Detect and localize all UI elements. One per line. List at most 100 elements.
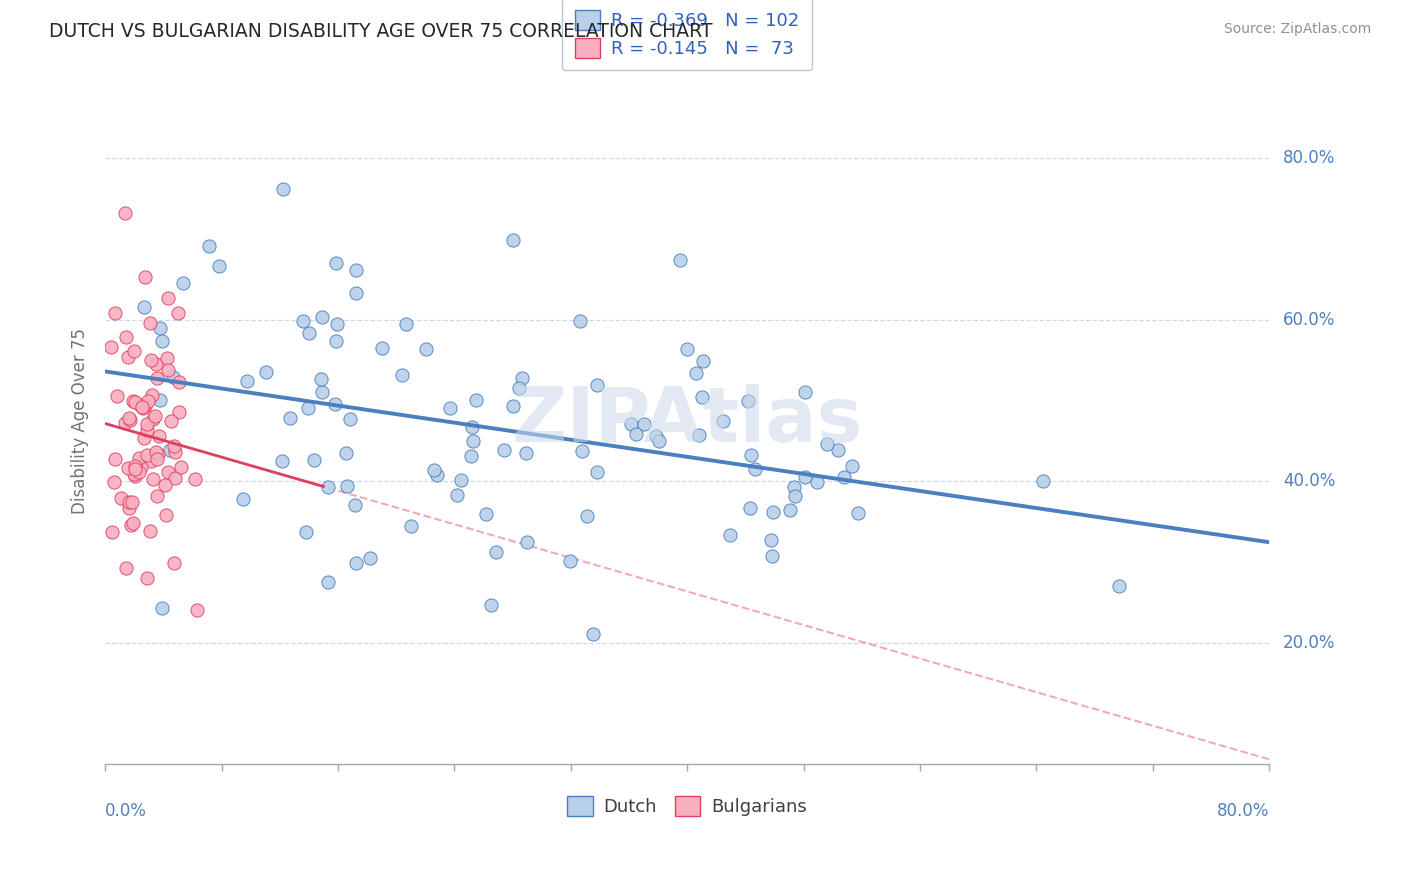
Point <box>298 326 321 341</box>
Text: 40.0%: 40.0% <box>1284 472 1336 491</box>
Point <box>236 375 259 389</box>
Point <box>502 399 524 413</box>
Point <box>793 384 815 399</box>
Point <box>124 459 146 474</box>
Legend: Dutch, Bulgarians: Dutch, Bulgarians <box>560 789 814 823</box>
Point <box>131 400 153 414</box>
Point <box>120 413 142 427</box>
Point <box>325 334 347 349</box>
Point <box>207 259 229 273</box>
Point <box>832 469 855 483</box>
Point <box>136 448 159 462</box>
Point <box>335 445 357 459</box>
Point <box>162 556 184 570</box>
Point <box>516 534 538 549</box>
Point <box>146 448 169 462</box>
Point <box>142 472 165 486</box>
Point <box>460 449 482 463</box>
Point <box>117 461 139 475</box>
Point <box>575 509 598 524</box>
Point <box>325 256 347 270</box>
Point <box>395 318 418 332</box>
Point <box>104 305 127 319</box>
Point <box>117 350 139 364</box>
Point <box>118 410 141 425</box>
Point <box>806 475 828 490</box>
Point <box>114 416 136 430</box>
Point <box>114 560 136 574</box>
Y-axis label: Disability Age Over 75: Disability Age Over 75 <box>72 327 89 514</box>
Point <box>339 412 361 426</box>
Point <box>479 599 502 613</box>
Point <box>463 434 485 448</box>
Point <box>446 488 468 502</box>
Point <box>762 505 785 519</box>
Point <box>474 507 496 521</box>
Point <box>160 414 183 428</box>
Point <box>122 467 145 481</box>
Point <box>391 368 413 382</box>
Point <box>132 431 155 445</box>
Point <box>461 420 484 434</box>
Point <box>647 434 669 449</box>
Point <box>153 477 176 491</box>
Point <box>105 389 128 403</box>
Point <box>793 470 815 484</box>
Point <box>139 316 162 330</box>
Point <box>128 451 150 466</box>
Point <box>198 239 221 253</box>
Point <box>846 507 869 521</box>
Point <box>685 366 707 380</box>
Point <box>581 626 603 640</box>
Point <box>624 427 647 442</box>
Point <box>146 489 169 503</box>
Point <box>184 472 207 486</box>
Point <box>515 446 537 460</box>
Point <box>122 344 145 359</box>
Point <box>585 465 607 479</box>
Point <box>297 401 319 416</box>
Point <box>779 503 801 517</box>
Point <box>142 411 165 425</box>
Point <box>159 442 181 457</box>
Point <box>1032 474 1054 488</box>
Point <box>124 462 146 476</box>
Point <box>415 342 437 356</box>
Point <box>571 443 593 458</box>
Text: 0.0%: 0.0% <box>105 802 148 820</box>
Point <box>485 545 508 559</box>
Point <box>690 390 713 404</box>
Point <box>761 549 783 563</box>
Point <box>620 417 643 432</box>
Point <box>103 475 125 489</box>
Point <box>134 270 156 285</box>
Point <box>508 381 530 395</box>
Point <box>711 414 734 428</box>
Point <box>118 494 141 508</box>
Point <box>146 451 169 466</box>
Point <box>254 365 277 379</box>
Point <box>122 393 145 408</box>
Point <box>139 524 162 539</box>
Point <box>465 392 488 407</box>
Point <box>740 501 762 516</box>
Point <box>157 291 180 305</box>
Point <box>149 321 172 335</box>
Point <box>104 452 127 467</box>
Point <box>157 363 180 377</box>
Point <box>136 571 159 585</box>
Point <box>1108 578 1130 592</box>
Point <box>344 556 367 570</box>
Point <box>167 306 190 320</box>
Point <box>401 519 423 533</box>
Point <box>359 551 381 566</box>
Point <box>232 492 254 507</box>
Text: 20.0%: 20.0% <box>1284 633 1336 652</box>
Point <box>502 233 524 247</box>
Point <box>450 473 472 487</box>
Point <box>170 459 193 474</box>
Point <box>162 370 184 384</box>
Point <box>129 460 152 475</box>
Text: Source: ZipAtlas.com: Source: ZipAtlas.com <box>1223 22 1371 37</box>
Point <box>128 465 150 479</box>
